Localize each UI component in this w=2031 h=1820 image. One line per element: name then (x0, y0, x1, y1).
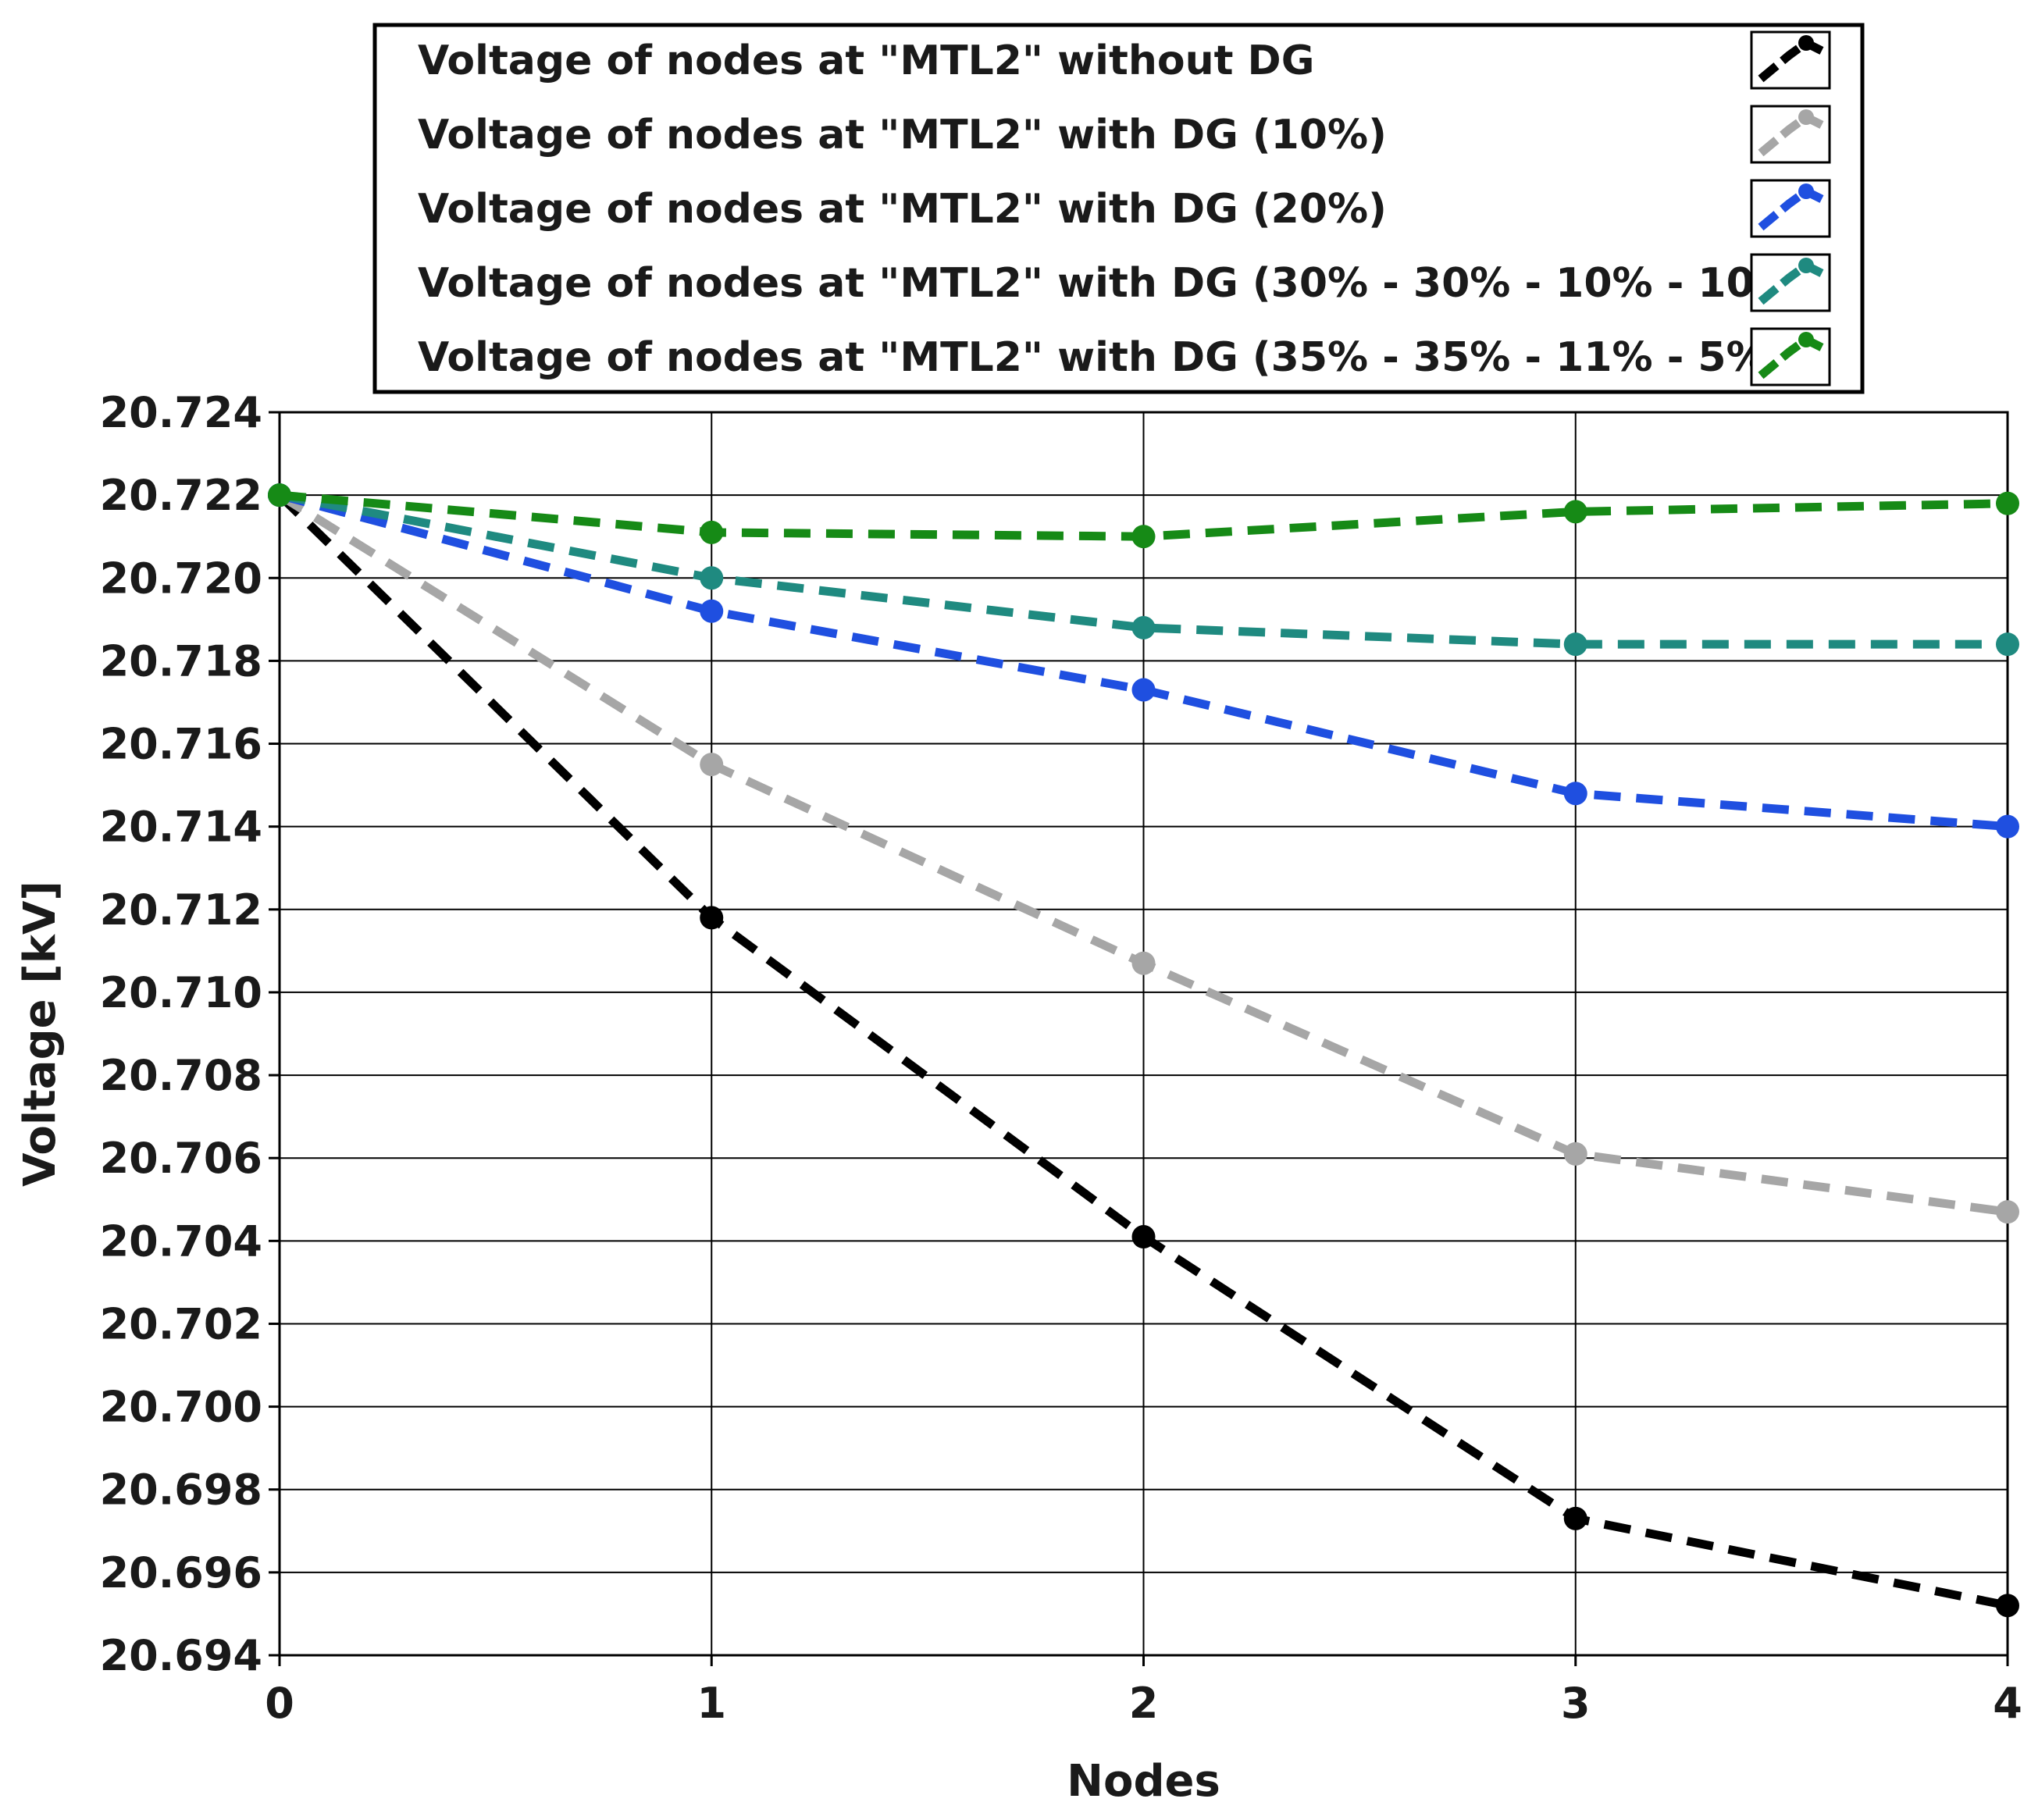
data-point (1563, 500, 1587, 524)
legend-label: Voltage of nodes at "MTL2" without DG (418, 37, 1314, 84)
data-point (1563, 632, 1587, 657)
x-axis-title: Nodes (1067, 1756, 1220, 1807)
legend-swatch-marker (1798, 35, 1814, 51)
x-tick-label: 2 (1129, 1679, 1159, 1728)
legend-swatch-line (1758, 335, 1824, 379)
data-point (268, 483, 291, 508)
data-point (700, 599, 724, 623)
data-point (1131, 678, 1156, 702)
x-tick-label: 1 (697, 1679, 726, 1728)
data-point (1996, 632, 2019, 657)
legend-swatch-line (1758, 187, 1824, 231)
legend-item: Voltage of nodes at "MTL2" without DG (418, 30, 1831, 90)
data-point (700, 566, 724, 590)
series-line (278, 490, 2008, 649)
y-tick-label: 20.716 (100, 720, 262, 769)
data-point (1996, 1594, 2019, 1618)
data-point (700, 906, 724, 930)
y-tick-label: 20.694 (100, 1631, 262, 1680)
series-1 (268, 483, 2019, 1618)
legend-swatch-marker (1798, 332, 1814, 347)
y-tick-label: 20.702 (100, 1299, 262, 1348)
data-point (1996, 491, 2019, 515)
data-point (1996, 814, 2019, 839)
x-tick-label: 4 (1993, 1679, 2022, 1728)
y-tick-label: 20.708 (100, 1051, 262, 1100)
legend-box (372, 23, 1865, 394)
y-tick-label: 20.720 (100, 554, 262, 603)
y-tick-label: 20.704 (100, 1216, 262, 1266)
y-tick-label: 20.710 (100, 968, 262, 1017)
data-point (1131, 951, 1156, 975)
data-point (1563, 1142, 1587, 1166)
y-tick-label: 20.724 (100, 388, 262, 437)
x-tick-label: 0 (265, 1679, 294, 1728)
legend: Voltage of nodes at "MTL2" without DG Vol… (372, 23, 1865, 394)
legend-swatch-line (1758, 38, 1824, 83)
series-group (268, 483, 2019, 1618)
legend-swatch-marker (1798, 258, 1814, 273)
y-tick-label: 20.696 (100, 1548, 262, 1597)
y-tick-label: 20.712 (100, 885, 262, 935)
y-tick-label: 20.698 (100, 1466, 262, 1515)
legend-swatch-marker (1798, 109, 1814, 125)
y-tick-label: 20.714 (100, 803, 262, 852)
legend-item: Voltage of nodes at "MTL2" with DG (35% … (418, 327, 1831, 386)
legend-item: Voltage of nodes at "MTL2" with DG (20%) (418, 179, 1831, 238)
data-point (1996, 1200, 2019, 1224)
y-tick-label: 20.722 (100, 471, 262, 520)
y-tick-label: 20.718 (100, 636, 262, 686)
data-point (1563, 1506, 1587, 1530)
legend-label: Voltage of nodes at "MTL2" with DG (10%) (418, 112, 1387, 158)
y-tick-label: 20.706 (100, 1134, 262, 1183)
data-point (1131, 525, 1156, 549)
legend-label: Voltage of nodes at "MTL2" with DG (35% … (418, 334, 1785, 381)
legend-label: Voltage of nodes at "MTL2" with DG (30% … (418, 260, 1814, 307)
legend-item: Voltage of nodes at "MTL2" with DG (10%) (418, 105, 1831, 164)
data-point (1131, 615, 1156, 639)
series-5 (268, 483, 2019, 549)
x-tick-label: 3 (1561, 1679, 1591, 1728)
data-point (700, 753, 724, 777)
legend-swatch-line (1758, 261, 1824, 305)
data-point (700, 520, 724, 544)
data-point (1563, 782, 1587, 806)
axes: 20.724 20.722 20.720 20.718 20.716 20.714 20.7… (100, 388, 2022, 1728)
data-point (1131, 1225, 1156, 1249)
legend-swatch-line (1758, 112, 1824, 157)
legend-swatch-marker (1798, 183, 1814, 199)
legend-label: Voltage of nodes at "MTL2" with DG (20%) (418, 186, 1387, 233)
y-tick-label: 20.700 (100, 1383, 262, 1432)
legend-item: Voltage of nodes at "MTL2" with DG (30% … (418, 253, 1831, 312)
y-axis-title: Voltage [kV] (15, 881, 66, 1187)
